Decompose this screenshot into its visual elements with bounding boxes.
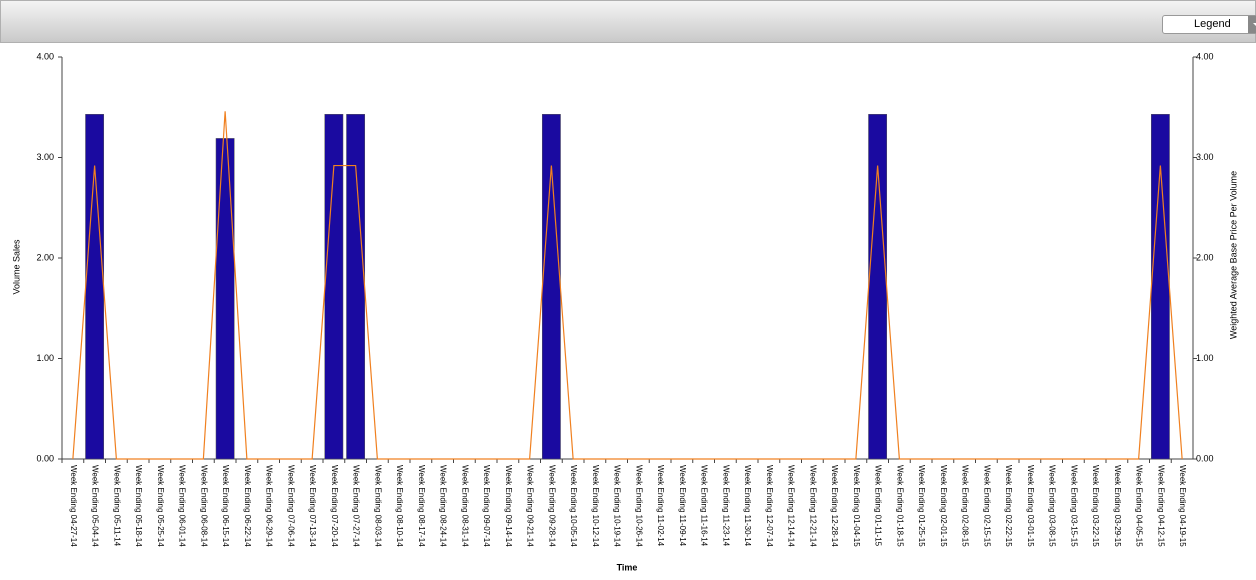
x-tick-label: Week Ending 02-15-15 — [982, 465, 991, 547]
y-tick-label: 2.00 — [36, 252, 54, 262]
x-tick-label: Week Ending 08-10-14 — [395, 465, 404, 547]
x-tick-label: Week Ending 03-29-15 — [1113, 465, 1122, 547]
dropdown-arrow[interactable] — [1248, 16, 1256, 33]
x-tick-label: Week Ending 02-01-15 — [939, 465, 948, 547]
x-tick-label: Week Ending 12-28-14 — [830, 465, 839, 547]
x-tick-label: Week Ending 05-18-14 — [134, 465, 143, 547]
toolbar — [0, 0, 1256, 43]
x-tick-label: Week Ending 08-17-14 — [417, 465, 426, 547]
x-tick-label: Week Ending 07-27-14 — [352, 465, 361, 547]
x-tick-label: Week Ending 10-26-14 — [634, 465, 643, 547]
bar — [215, 138, 235, 460]
x-tick-label: Week Ending 09-28-14 — [547, 465, 556, 547]
x-tick-label: Week Ending 08-31-14 — [460, 465, 469, 547]
x-tick-label: Week Ending 05-11-14 — [112, 465, 121, 547]
x-tick-label: Week Ending 02-08-15 — [961, 465, 970, 547]
x-tick-label: Week Ending 11-23-14 — [721, 465, 730, 547]
y2-tick-label: 0.00 — [1196, 453, 1214, 463]
x-tick-label: Week Ending 12-07-14 — [765, 465, 774, 547]
x-tick-label: Week Ending 12-21-14 — [808, 465, 817, 547]
legend-dropdown[interactable]: Legend — [1162, 15, 1256, 34]
x-tick-label: Week Ending 03-01-15 — [1026, 465, 1035, 547]
y2-tick-label: 2.00 — [1196, 252, 1214, 262]
x-tick-label: Week Ending 11-09-14 — [678, 465, 687, 547]
x-tick-label: Week Ending 11-02-14 — [656, 465, 665, 547]
x-tick-label: Week Ending 03-08-15 — [1048, 465, 1057, 547]
y2-tick-label: 3.00 — [1196, 152, 1214, 162]
x-tick-label: Week Ending 01-25-15 — [917, 465, 926, 547]
x-tick-label: Week Ending 03-15-15 — [1069, 465, 1078, 547]
x-tick-label: Week Ending 01-18-15 — [895, 465, 904, 547]
x-tick-label: Week Ending 04-05-15 — [1135, 465, 1144, 547]
y-axis-title: Volume Sales — [11, 239, 21, 295]
x-tick-label: Week Ending 01-11-15 — [874, 465, 883, 547]
x-axis-title: Time — [617, 562, 638, 572]
y2-tick-label: 4.00 — [1196, 51, 1214, 61]
y-tick-label: 4.00 — [36, 51, 54, 61]
x-tick-label: Week Ending 07-20-14 — [330, 465, 339, 547]
x-tick-label: Week Ending 01-04-15 — [852, 465, 861, 547]
y-tick-label: 0.00 — [36, 453, 54, 463]
x-tick-label: Week Ending 04-12-15 — [1156, 465, 1165, 547]
x-tick-label: Week Ending 09-14-14 — [504, 465, 513, 547]
x-tick-label: Week Ending 11-16-14 — [700, 465, 709, 547]
x-tick-label: Week Ending 09-21-14 — [526, 465, 535, 547]
x-tick-label: Week Ending 10-05-14 — [569, 465, 578, 547]
x-tick-label: Week Ending 05-25-14 — [156, 465, 165, 547]
x-tick-label: Week Ending 06-01-14 — [178, 465, 187, 547]
x-tick-label: Week Ending 04-27-14 — [69, 465, 78, 547]
chart: Time Volume Sales Weighted Average Base … — [11, 51, 1238, 572]
x-tick-label: Week Ending 10-12-14 — [591, 465, 600, 547]
x-tick-label: Week Ending 07-13-14 — [308, 465, 317, 547]
x-tick-label: Week Ending 06-22-14 — [243, 465, 252, 547]
x-tick-label: Week Ending 06-08-14 — [199, 465, 208, 547]
x-tick-label: Week Ending 12-14-14 — [787, 465, 796, 547]
x-tick-label: Week Ending 08-03-14 — [373, 465, 382, 547]
x-tick-label: Week Ending 11-30-14 — [743, 465, 752, 547]
y2-axis-title: Weighted Average Base Price Per Volume — [1228, 171, 1238, 339]
x-tick-label: Week Ending 07-06-14 — [286, 465, 295, 547]
x-tick-label: Week Ending 08-24-14 — [439, 465, 448, 547]
x-tick-label: Week Ending 06-29-14 — [265, 465, 274, 547]
y-tick-label: 3.00 — [36, 152, 54, 162]
y-tick-label: 1.00 — [36, 353, 54, 363]
line — [72, 111, 1183, 460]
x-tick-label: Week Ending 02-22-15 — [1004, 465, 1013, 547]
x-tick-label: Week Ending 10-19-14 — [613, 465, 622, 547]
x-tick-label: Week Ending 09-07-14 — [482, 465, 491, 547]
x-tick-label: Week Ending 04-19-15 — [1178, 465, 1187, 547]
x-tick-label: Week Ending 06-15-14 — [221, 465, 230, 547]
y2-tick-label: 1.00 — [1196, 353, 1214, 363]
x-tick-label: Week Ending 05-04-14 — [91, 465, 100, 547]
legend-button-label[interactable]: Legend — [1194, 18, 1231, 30]
x-tick-label: Week Ending 03-22-15 — [1091, 465, 1100, 547]
